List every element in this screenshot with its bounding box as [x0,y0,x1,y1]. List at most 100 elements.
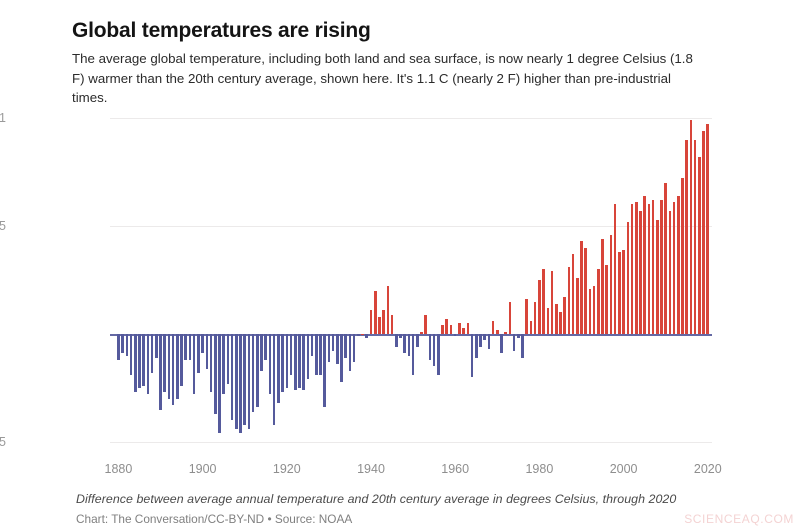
bar [571,254,575,334]
x-axis-tick-label: 1960 [441,462,470,476]
bar [163,334,167,393]
bar [689,120,693,334]
y-axis-tick-label: 1 [0,111,6,125]
bar [239,334,242,434]
bar [146,334,150,395]
bar [285,334,289,388]
bar [340,334,343,382]
bar [639,210,642,334]
bar [597,269,600,334]
bar [554,303,558,334]
x-axis-tick-label: 1920 [272,462,301,476]
bar [230,334,234,421]
bar [563,297,566,334]
bar [234,334,238,430]
bar [453,334,457,337]
bar [428,334,432,360]
bar [416,334,419,347]
bar [159,334,162,410]
bar [394,334,398,347]
bar [512,334,516,352]
bar [411,334,415,376]
x-axis-tick-label: 1880 [104,462,133,476]
bar [319,334,322,376]
bar [243,334,246,425]
plot-area: 1 0.5 -0.5 1880 1900 1920 1940 1960 1980 2000 2020 [0,112,722,476]
bar [660,200,663,334]
bar [542,269,545,334]
bar [167,334,171,399]
bar [205,334,209,369]
bar [268,334,272,395]
bar [327,334,331,363]
bar [622,249,625,334]
bar [424,314,428,334]
bar [609,234,613,334]
bar [496,329,499,334]
bar [260,334,263,371]
page-subtitle: The average global temperature, includin… [72,51,693,106]
x-axis-tick-label: 2020 [693,462,722,476]
bar [458,323,461,334]
bar [407,334,411,356]
bar [125,334,129,356]
bar [293,334,297,391]
bar [251,334,255,412]
bar [369,310,373,334]
bar [474,334,478,358]
bar [504,331,507,334]
bar [256,334,259,408]
bar [222,334,225,395]
site-watermark: SCIENCEAQ.COM [684,512,794,526]
bar [298,334,301,388]
bar [647,204,651,334]
bar [651,200,655,334]
bar [487,334,491,350]
bar [176,334,179,399]
bar [491,321,495,334]
bar [445,318,449,334]
bar [575,277,579,334]
bar [655,219,659,334]
bar [226,334,230,384]
bar [449,325,453,334]
bar [470,334,474,378]
bar [344,334,348,358]
x-axis-tick-label: 1980 [525,462,554,476]
bar [634,202,638,334]
bar [500,334,503,354]
gridline-y [110,442,712,443]
bar [197,334,200,373]
bar [592,286,596,334]
bar [180,334,183,386]
bar [613,204,617,334]
bar [693,139,697,334]
bar [437,334,440,376]
bar [352,334,356,363]
bar [538,280,541,334]
bar [155,334,158,358]
bar [378,316,381,334]
chart-credit: Chart: The Conversation/CC-BY-ND • Sourc… [76,512,353,526]
bar [121,334,124,354]
bar [681,178,684,334]
bar [580,241,583,334]
bar [150,334,154,373]
bar [129,334,133,376]
bar [281,334,284,393]
gridline-y [110,226,712,227]
bar [218,334,221,434]
bar [386,286,390,334]
bar [138,334,141,388]
bar [264,334,268,360]
bar [643,195,646,334]
bar [618,251,621,334]
zero-baseline [110,334,712,336]
bar [310,334,314,356]
bar [420,331,423,334]
bar [517,334,520,339]
bar [462,327,465,334]
bar [289,334,293,376]
bar [630,204,634,334]
bar [626,221,630,334]
